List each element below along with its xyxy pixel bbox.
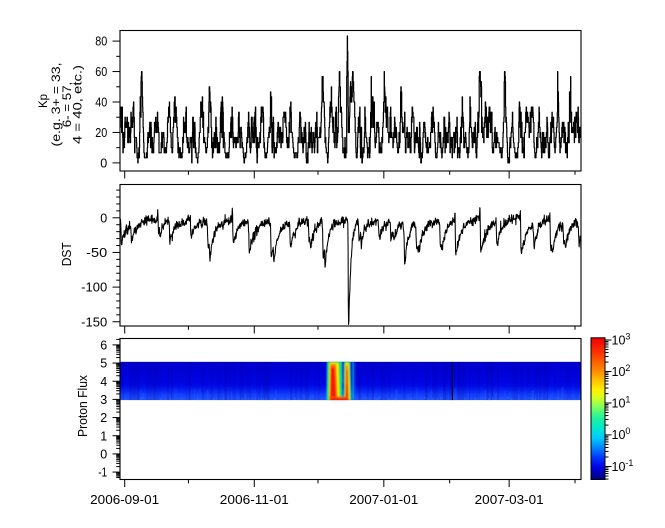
svg-text:60: 60	[95, 65, 107, 79]
svg-text:0: 0	[100, 211, 107, 225]
svg-text:0: 0	[100, 448, 107, 462]
svg-text:1: 1	[100, 429, 107, 443]
svg-text:DST: DST	[60, 242, 74, 266]
svg-text:-50: -50	[86, 246, 107, 260]
svg-text:3: 3	[100, 393, 107, 407]
svg-text:Kp: Kp	[36, 94, 50, 108]
svg-text:2007-03-01: 2007-03-01	[475, 493, 544, 507]
svg-text:-100: -100	[81, 281, 107, 295]
svg-text:2007-01-01: 2007-01-01	[349, 493, 418, 507]
svg-text:Proton Flux: Proton Flux	[76, 374, 90, 437]
svg-text:4: 4	[100, 375, 107, 389]
svg-text:2: 2	[100, 411, 107, 425]
svg-text:40: 40	[95, 96, 107, 110]
svg-text:(e.g. 3+ = 33,: (e.g. 3+ = 33,	[49, 63, 63, 147]
svg-text:4 = 40, etc.): 4 = 40, etc.)	[70, 65, 84, 144]
svg-text:2006-11-01: 2006-11-01	[220, 493, 289, 507]
svg-text:6: 6	[100, 339, 107, 353]
svg-text:20: 20	[95, 126, 107, 140]
svg-text:-1: -1	[98, 466, 107, 480]
svg-text:6- = 57,: 6- = 57,	[60, 82, 74, 128]
svg-text:5: 5	[100, 357, 107, 371]
svg-text:80: 80	[95, 35, 107, 49]
svg-text:0: 0	[100, 157, 107, 171]
svg-text:-150: -150	[81, 315, 107, 329]
svg-text:2006-09-01: 2006-09-01	[90, 493, 159, 507]
